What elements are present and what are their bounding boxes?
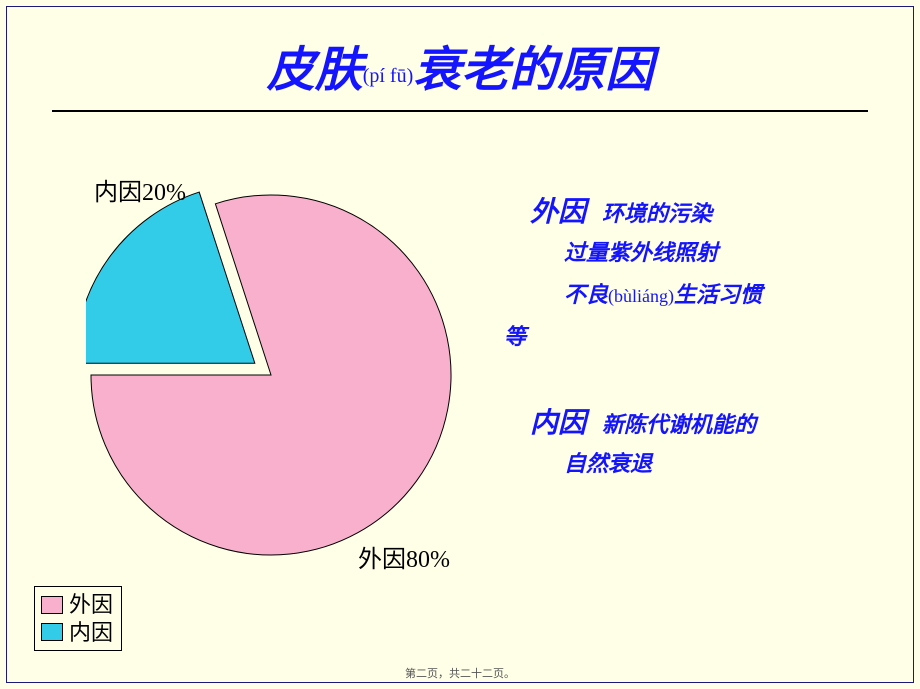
pie-label-inner: 内因20% bbox=[94, 172, 186, 207]
legend: 外因 内因 bbox=[34, 586, 122, 651]
outer-cause-head: 外因 bbox=[530, 190, 586, 230]
legend-label-outer: 外因 bbox=[69, 591, 113, 619]
pie-chart: 内因20% 外因80% bbox=[86, 190, 456, 560]
legend-item-outer: 外因 bbox=[41, 591, 113, 619]
legend-swatch-outer bbox=[41, 596, 63, 614]
outer-cause-line4: 等 bbox=[504, 316, 890, 358]
outer-cause-block: 外因 环境的污染 过量紫外线照射 不良(bùliáng)生活习惯 等 bbox=[530, 190, 890, 357]
legend-swatch-inner bbox=[41, 623, 63, 641]
title-divider bbox=[52, 110, 868, 112]
inner-cause-head: 内因 bbox=[530, 401, 586, 441]
title-suffix: 衰老的原因 bbox=[413, 44, 653, 97]
slide-title: 皮肤(pí fū)衰老的原因 bbox=[0, 30, 920, 100]
outer-cause-body: 过量紫外线照射 不良(bùliáng)生活习惯 等 bbox=[564, 232, 890, 357]
outer-cause-line1: 环境的污染 bbox=[602, 201, 712, 226]
pie-svg bbox=[86, 190, 456, 560]
legend-label-inner: 内因 bbox=[69, 619, 113, 647]
outer-cause-line3: 不良(bùliáng)生活习惯 bbox=[564, 274, 890, 316]
legend-item-inner: 内因 bbox=[41, 619, 113, 647]
outer-cause-line2: 过量紫外线照射 bbox=[564, 232, 890, 274]
footer-page-number: 第二页，共二十二页。 bbox=[0, 665, 920, 681]
causes-text: 外因 环境的污染 过量紫外线照射 不良(bùliáng)生活习惯 等 内因 新陈… bbox=[530, 190, 890, 485]
inner-cause-block: 内因 新陈代谢机能的 自然衰退 bbox=[530, 401, 890, 485]
title-pinyin: (pí fū) bbox=[363, 65, 414, 87]
title-prefix: 皮肤 bbox=[267, 44, 363, 97]
inner-cause-line2: 自然衰退 bbox=[564, 443, 890, 485]
inner-cause-line1: 新陈代谢机能的 bbox=[602, 412, 756, 437]
pie-label-outer: 外因80% bbox=[358, 539, 450, 574]
